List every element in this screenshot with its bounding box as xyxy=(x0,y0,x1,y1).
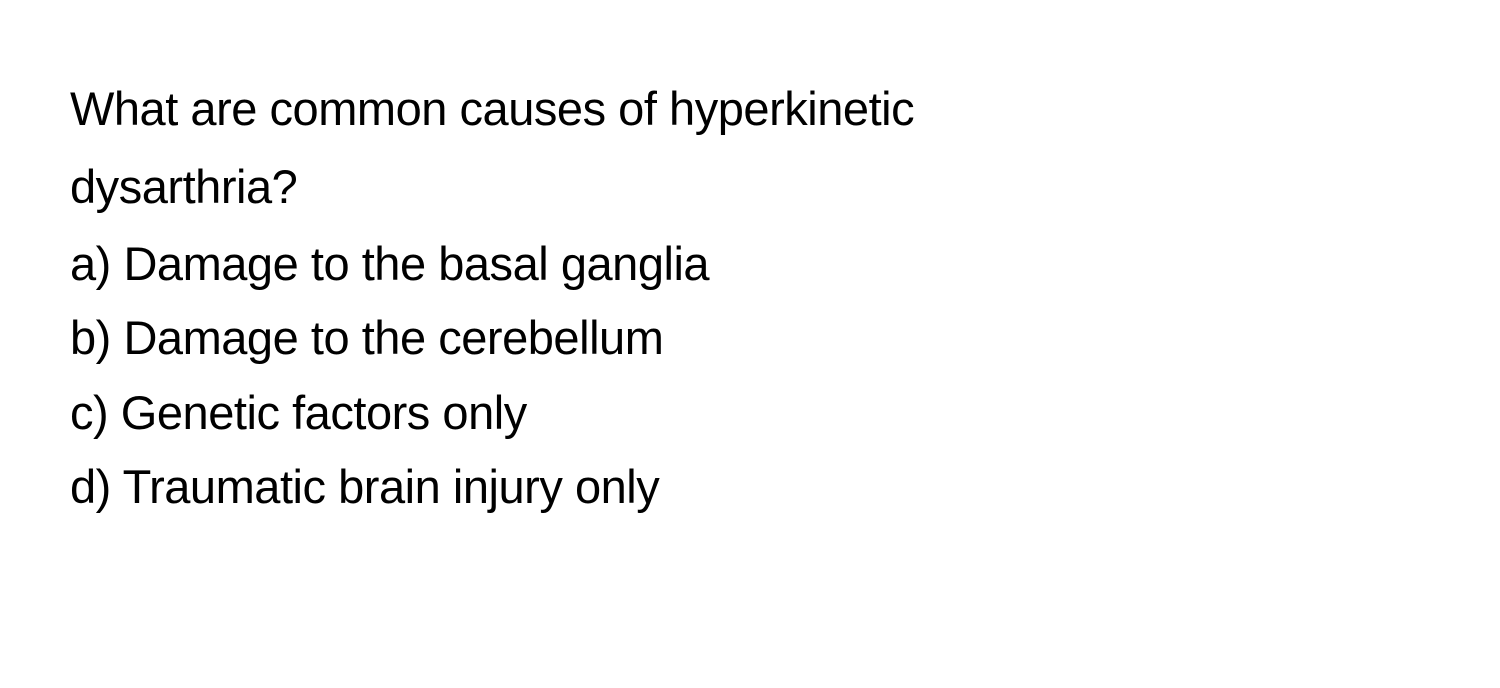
option-a: a) Damage to the basal ganglia xyxy=(70,227,1430,301)
option-d: d) Traumatic brain injury only xyxy=(70,450,1430,524)
question-block: What are common causes of hyperkinetic d… xyxy=(0,0,1500,524)
question-text-line-1: What are common causes of hyperkinetic xyxy=(70,70,1430,148)
option-c: c) Genetic factors only xyxy=(70,376,1430,450)
question-text-line-2: dysarthria? xyxy=(70,148,1430,226)
option-b: b) Damage to the cerebellum xyxy=(70,301,1430,375)
options-list: a) Damage to the basal ganglia b) Damage… xyxy=(70,227,1430,524)
